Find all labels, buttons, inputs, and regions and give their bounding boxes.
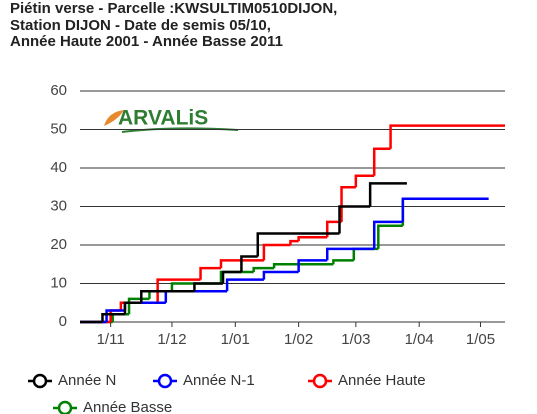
legend-label: Année Basse xyxy=(83,399,172,414)
chart-title: Station DIJON - Date de semis 05/10, xyxy=(10,17,271,34)
x-tick-label: 1/12 xyxy=(157,331,186,348)
y-tick-label: 20 xyxy=(50,236,67,253)
y-tick-label: 10 xyxy=(50,274,67,291)
step-segment xyxy=(325,220,342,238)
legend-marker xyxy=(32,373,48,389)
step-segment xyxy=(225,278,264,292)
y-tick-label: 60 xyxy=(50,82,67,99)
x-tick-label: 1/03 xyxy=(341,331,370,348)
step-segment xyxy=(325,247,375,261)
x-tick-label: 1/05 xyxy=(466,331,495,348)
step-segment xyxy=(105,309,125,322)
step-segment xyxy=(354,174,375,188)
step-segment xyxy=(297,259,328,272)
step-segment xyxy=(199,266,221,280)
legend-marker xyxy=(157,373,173,389)
step-segment xyxy=(101,313,125,322)
step-segment xyxy=(289,239,299,245)
step-segment xyxy=(221,270,242,284)
step-segment xyxy=(368,182,407,207)
step-segment xyxy=(372,147,391,176)
y-tick-label: 0 xyxy=(59,313,67,330)
step-segment xyxy=(252,266,275,272)
x-tick-label: 1/04 xyxy=(405,331,434,348)
step-segment xyxy=(256,232,340,257)
step-segment xyxy=(123,301,142,315)
legend-label: Année Haute xyxy=(338,372,426,389)
step-segment xyxy=(372,220,403,249)
chart-title: Année Haute 2001 - Année Basse 2011 xyxy=(10,33,283,50)
legend-marker xyxy=(312,373,328,389)
legend-marker xyxy=(57,400,73,414)
step-segment xyxy=(240,255,258,272)
step-segment xyxy=(389,124,505,149)
step-segment xyxy=(164,289,228,303)
step-segment xyxy=(262,243,291,261)
step-segment xyxy=(340,186,356,222)
x-tick-label: 1/11 xyxy=(97,331,125,348)
step-segment xyxy=(193,282,224,292)
y-tick-label: 50 xyxy=(50,120,67,137)
step-segment xyxy=(338,205,371,234)
step-segment xyxy=(219,259,264,269)
chart-title: Piétin verse - Parcelle :KWSULTIM0510DIJ… xyxy=(10,0,337,17)
x-tick-label: 1/02 xyxy=(284,331,313,348)
step-segment xyxy=(297,236,328,242)
legend-label: Année N-1 xyxy=(183,372,255,389)
y-tick-label: 30 xyxy=(50,197,67,214)
step-segment xyxy=(219,270,254,284)
step-segment xyxy=(262,270,299,280)
step-segment xyxy=(156,278,201,303)
step-segment xyxy=(401,197,489,222)
logo-text: ARVALiS xyxy=(118,107,208,130)
step-segment xyxy=(272,263,334,269)
step-segment xyxy=(140,289,195,303)
step-segment xyxy=(377,224,403,249)
logo-leaf xyxy=(104,110,124,126)
logo: ARVALiS xyxy=(104,107,239,133)
y-tick-label: 40 xyxy=(50,159,67,176)
x-tick-label: 1/01 xyxy=(221,331,250,348)
legend-label: Année N xyxy=(58,372,116,389)
step-segment xyxy=(332,259,354,265)
step-segment xyxy=(352,247,379,261)
step-segment xyxy=(127,297,150,315)
